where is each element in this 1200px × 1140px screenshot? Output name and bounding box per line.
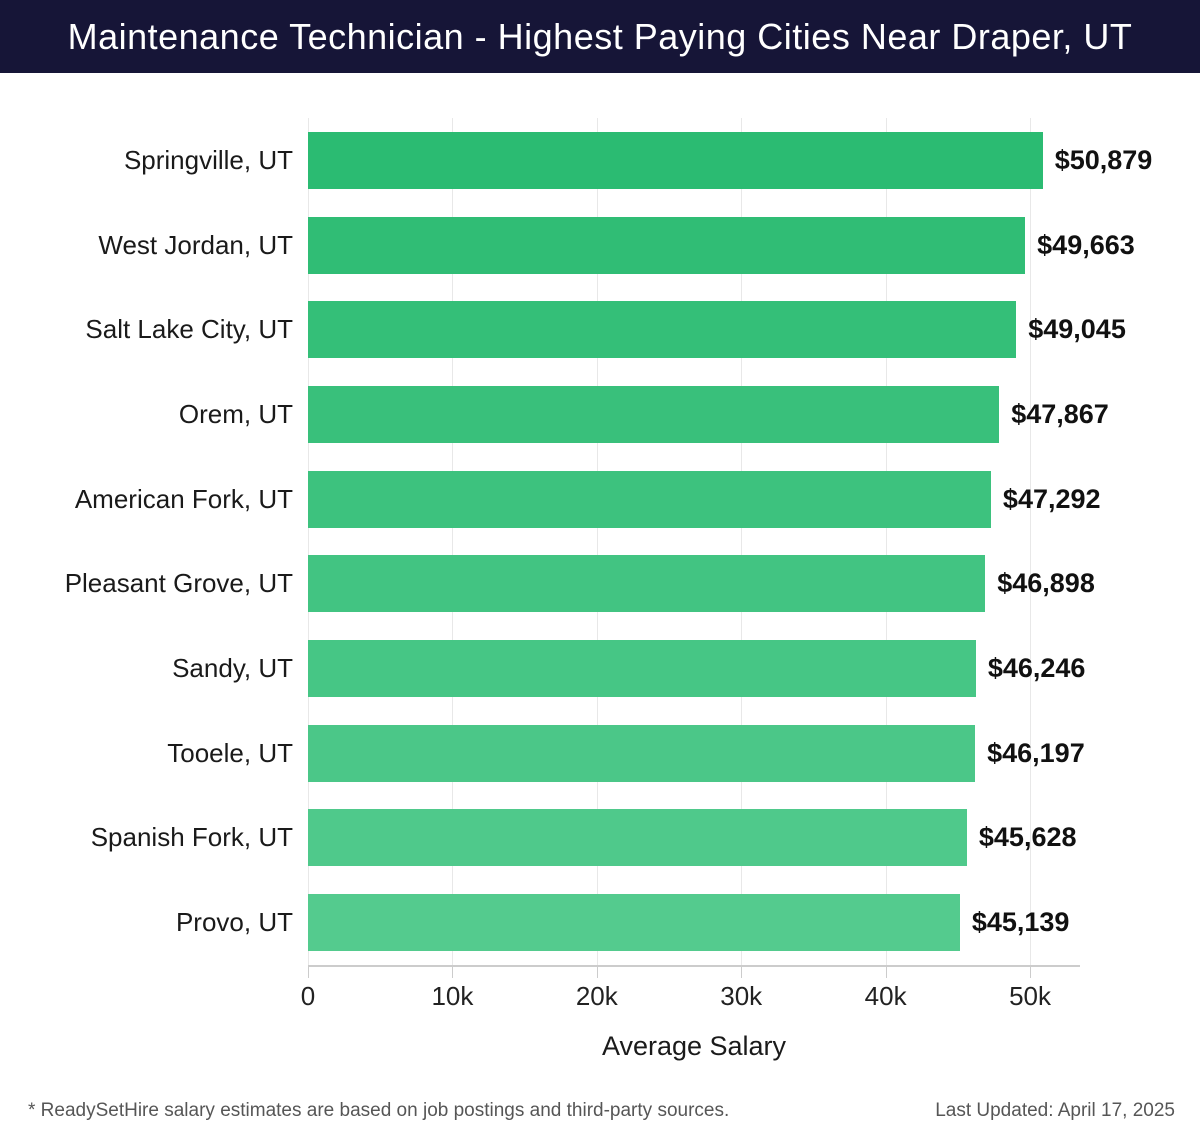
category-label: Provo, UT [175, 907, 293, 938]
bar-row: $49,045 [308, 287, 1200, 372]
bar-row: $45,139 [308, 880, 1200, 965]
y-label-row: West Jordan, UT [0, 203, 293, 288]
y-label-row: Provo, UT [0, 880, 293, 965]
x-tick-label: 0 [300, 981, 316, 1011]
x-tick-label: 50k [1009, 981, 1051, 1011]
y-label-row: American Fork, UT [0, 457, 293, 542]
y-label-row: Spanish Fork, UT [0, 796, 293, 881]
x-tick-labels: 0 10k 20k 30k 40k 50k [301, 981, 1080, 1015]
category-label: Springville, UT [123, 144, 293, 175]
bar [308, 385, 1000, 443]
bar-value-label: $45,628 [978, 822, 1077, 853]
bar [308, 894, 960, 952]
bar-row: $50,879 [308, 118, 1200, 203]
y-axis-labels: Springville, UT West Jordan, UT Salt Lake … [0, 118, 293, 965]
bar-value-label: $45,139 [971, 907, 1070, 938]
y-label-row: Pleasant Grove, UT [0, 542, 293, 627]
bar [308, 216, 1026, 274]
bar [308, 555, 986, 613]
plot-area [308, 118, 1080, 965]
y-label-row: Orem, UT [0, 372, 293, 457]
bar [308, 640, 976, 698]
bar-value-label: $47,292 [1002, 483, 1101, 514]
x-tick-label: 40k [864, 981, 907, 1011]
gridline [741, 118, 743, 965]
category-label: Salt Lake City, UT [85, 314, 293, 345]
y-label-row: Sandy, UT [0, 626, 293, 711]
x-axis-tick [885, 965, 887, 978]
x-axis-tick [1030, 965, 1032, 978]
gridline [452, 118, 454, 965]
x-axis-line [308, 965, 1080, 967]
category-label: Sandy, UT [172, 653, 293, 684]
category-label: Tooele, UT [167, 737, 293, 768]
x-axis-tick [308, 965, 309, 978]
bar [308, 301, 1017, 359]
header-bar: Maintenance Technician - Highest Paying … [0, 0, 1200, 73]
x-axis-tick [596, 965, 598, 978]
x-tick-label: 20k [575, 981, 618, 1011]
bar-value-label: $46,246 [987, 653, 1086, 684]
bar-row: $46,898 [308, 542, 1200, 627]
bar-row: $46,246 [308, 626, 1200, 711]
bar-value-label: $46,898 [997, 568, 1095, 599]
gridline [1030, 118, 1032, 965]
bar-row: $49,663 [308, 203, 1200, 288]
bar-rows: $50,879 $49,663 $49,045 $47,867 $47,292 $46,8… [308, 118, 1200, 965]
x-tick-label: 10k [431, 981, 474, 1011]
bar-row: $47,867 [308, 372, 1200, 457]
gridline [308, 118, 309, 965]
bar [308, 724, 976, 782]
y-label-row: Salt Lake City, UT [0, 287, 293, 372]
category-label: West Jordan, UT [98, 229, 293, 260]
x-axis-tick [452, 965, 454, 978]
footer: * ReadySetHire salary estimates are base… [28, 1100, 1175, 1122]
bar [308, 809, 967, 867]
bar [308, 131, 1043, 189]
bar-row: $46,197 [308, 711, 1200, 796]
bar-value-label: $50,879 [1054, 144, 1153, 175]
x-axis-title: Average Salary [601, 1031, 787, 1061]
x-axis-tick [741, 965, 743, 978]
category-label: Orem, UT [178, 398, 293, 429]
footer-last-updated: Last Updated: April 17, 2025 [935, 1100, 1175, 1121]
gridline [885, 118, 887, 965]
bar-value-label: $46,197 [987, 737, 1085, 768]
y-label-row: Springville, UT [0, 118, 293, 203]
category-label: American Fork, UT [74, 483, 293, 514]
bar [308, 470, 991, 528]
category-label: Pleasant Grove, UT [64, 568, 293, 599]
bar-row: $45,628 [308, 796, 1200, 881]
footer-note: * ReadySetHire salary estimates are base… [28, 1100, 730, 1121]
bar-value-label: $47,867 [1011, 398, 1109, 429]
gridline [596, 118, 598, 965]
bar-row: $47,292 [308, 457, 1200, 542]
category-label: Spanish Fork, UT [90, 822, 293, 853]
y-label-row: Tooele, UT [0, 711, 293, 796]
page-title: Maintenance Technician - Highest Paying … [67, 15, 1133, 57]
bar-value-label: $49,663 [1037, 229, 1135, 260]
bar-value-label: $49,045 [1028, 314, 1126, 345]
x-tick-label: 30k [720, 981, 763, 1011]
